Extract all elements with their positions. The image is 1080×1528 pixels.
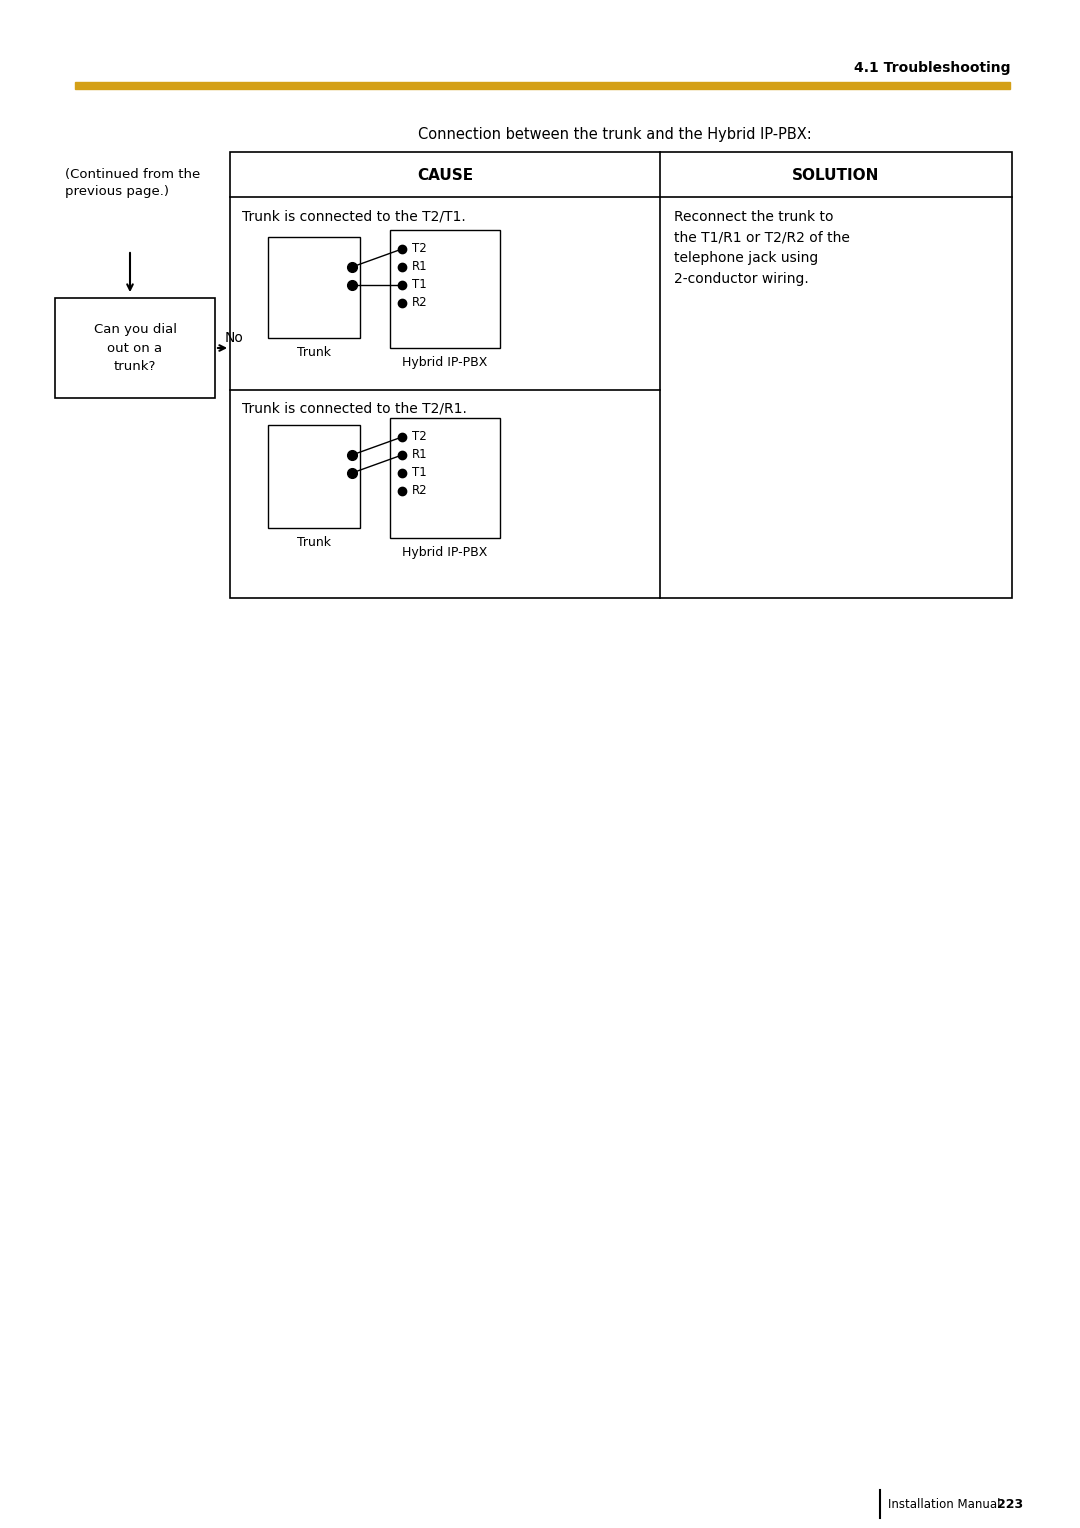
Text: T2: T2 bbox=[411, 243, 427, 255]
Text: Trunk is connected to the T2/R1.: Trunk is connected to the T2/R1. bbox=[242, 402, 467, 416]
Bar bbox=[55, 298, 215, 397]
Text: T2: T2 bbox=[411, 431, 427, 443]
Text: Trunk: Trunk bbox=[297, 345, 330, 359]
Text: Hybrid IP-PBX: Hybrid IP-PBX bbox=[403, 356, 488, 368]
Bar bbox=[390, 231, 500, 348]
Text: R1: R1 bbox=[411, 260, 428, 274]
Text: Reconnect the trunk to
the T1/R1 or T2/R2 of the
telephone jack using
2-conducto: Reconnect the trunk to the T1/R1 or T2/R… bbox=[674, 209, 850, 286]
Text: Can you dial
out on a
trunk?: Can you dial out on a trunk? bbox=[94, 324, 176, 373]
Text: (Continued from the
previous page.): (Continued from the previous page.) bbox=[65, 168, 200, 199]
Text: R2: R2 bbox=[411, 296, 428, 310]
Text: SOLUTION: SOLUTION bbox=[793, 168, 880, 182]
Bar bbox=[230, 151, 1012, 597]
Text: Installation Manual: Installation Manual bbox=[888, 1499, 1000, 1511]
Text: R2: R2 bbox=[411, 484, 428, 498]
Text: Trunk: Trunk bbox=[297, 536, 330, 549]
Bar bbox=[75, 83, 1010, 89]
Text: CAUSE: CAUSE bbox=[417, 168, 473, 182]
Bar bbox=[268, 425, 360, 529]
Text: Hybrid IP-PBX: Hybrid IP-PBX bbox=[403, 545, 488, 559]
Text: Trunk is connected to the T2/T1.: Trunk is connected to the T2/T1. bbox=[242, 209, 465, 225]
Text: R1: R1 bbox=[411, 449, 428, 461]
Bar bbox=[390, 419, 500, 538]
Bar bbox=[268, 237, 360, 338]
Text: T1: T1 bbox=[411, 466, 427, 480]
Text: No: No bbox=[225, 332, 244, 345]
Text: T1: T1 bbox=[411, 278, 427, 292]
Text: 223: 223 bbox=[997, 1499, 1023, 1511]
Text: 4.1 Troubleshooting: 4.1 Troubleshooting bbox=[853, 61, 1010, 75]
Text: Connection between the trunk and the Hybrid IP-PBX:: Connection between the trunk and the Hyb… bbox=[418, 127, 812, 142]
